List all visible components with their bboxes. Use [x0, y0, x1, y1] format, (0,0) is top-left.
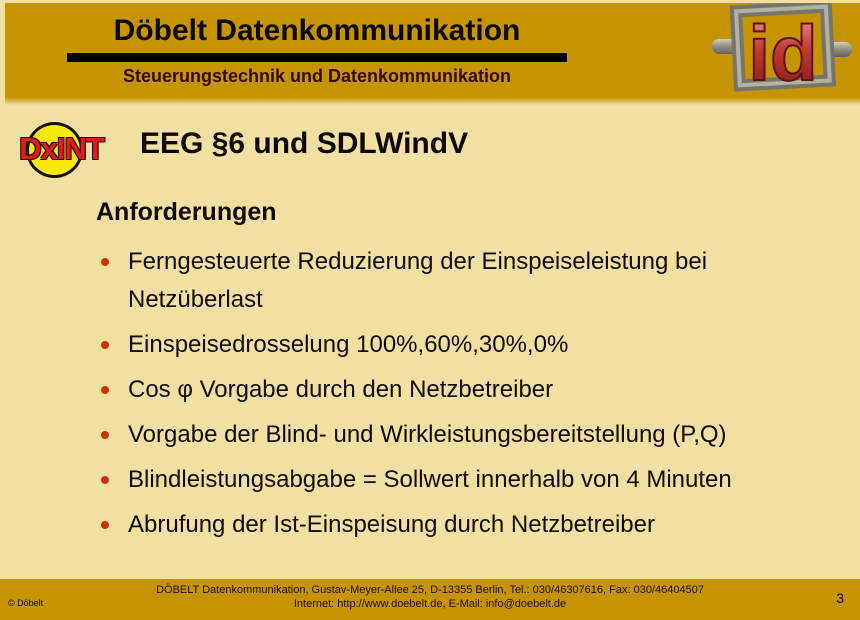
bullet-text: Einspeisedrosselung 100%,60%,30%,0%: [128, 331, 569, 358]
page-number: 3: [836, 590, 844, 606]
company-title: Döbelt Datenkommunikation: [113, 14, 521, 47]
header-bar: Döbelt Datenkommunikation Steuerungstech…: [5, 0, 860, 98]
company-subtitle: Steuerungstechnik und Datenkommunikation: [122, 66, 512, 86]
bullet-dot-icon: [101, 476, 109, 484]
footer-address: DÖBELT Datenkommunikation, Gustav-Meyer-…: [156, 584, 704, 596]
bullet-text: Blindleistungsabgabe = Sollwert innerhal…: [128, 466, 732, 493]
logo-id-letters: id: [748, 9, 817, 93]
logo-frame: [729, 0, 837, 92]
bullet-text: Vorgabe der Blind- und Wirkleistungsbere…: [128, 421, 727, 448]
bullet-dot-icon: [101, 258, 109, 266]
company-id-logo-icon: id: [712, 0, 852, 98]
bullet-dot-icon: [101, 386, 109, 394]
bullet-item: Einspeisedrosselung 100%,60%,30%,0%: [100, 326, 840, 364]
bullet-list: Ferngesteuerte Reduzierung der Einspeise…: [100, 243, 840, 551]
footer-contact: Internet: http://www.doebelt.de, E-Mail:…: [293, 598, 567, 610]
bullet-item: Cos φ Vorgabe durch den Netzbetreiber: [100, 371, 840, 409]
footer-bar: DÖBELT Datenkommunikation, Gustav-Meyer-…: [0, 579, 860, 620]
header-fade: [5, 97, 860, 105]
section-heading: Anforderungen: [96, 198, 277, 226]
dxint-logo-icon: DxINT: [4, 114, 119, 189]
header-divider: [67, 53, 567, 62]
bullet-text: Cos φ Vorgabe durch den Netzbetreiber: [128, 376, 554, 403]
bullet-text: Abrufung der Ist-Einspeisung durch Netzb…: [128, 511, 655, 538]
dxint-logo-text: DxINT: [19, 131, 105, 166]
slide-title: EEG §6 und SDLWindV: [140, 127, 469, 160]
bullet-text: Ferngesteuerte Reduzierung der Einspeise…: [128, 248, 708, 313]
bullet-item: Ferngesteuerte Reduzierung der Einspeise…: [100, 243, 840, 319]
copyright-label: © Döbelt: [8, 598, 44, 608]
bullet-dot-icon: [101, 431, 109, 439]
bullet-dot-icon: [101, 341, 109, 349]
bullet-item: Vorgabe der Blind- und Wirkleistungsbere…: [100, 416, 840, 454]
dxint-logo-circle: [26, 122, 83, 178]
bullet-dot-icon: [101, 521, 109, 529]
header-content: Döbelt Datenkommunikation Steuerungstech…: [67, 3, 567, 87]
bullet-item: Blindleistungsabgabe = Sollwert innerhal…: [100, 461, 840, 499]
bullet-item: Abrufung der Ist-Einspeisung durch Netzb…: [100, 506, 840, 544]
